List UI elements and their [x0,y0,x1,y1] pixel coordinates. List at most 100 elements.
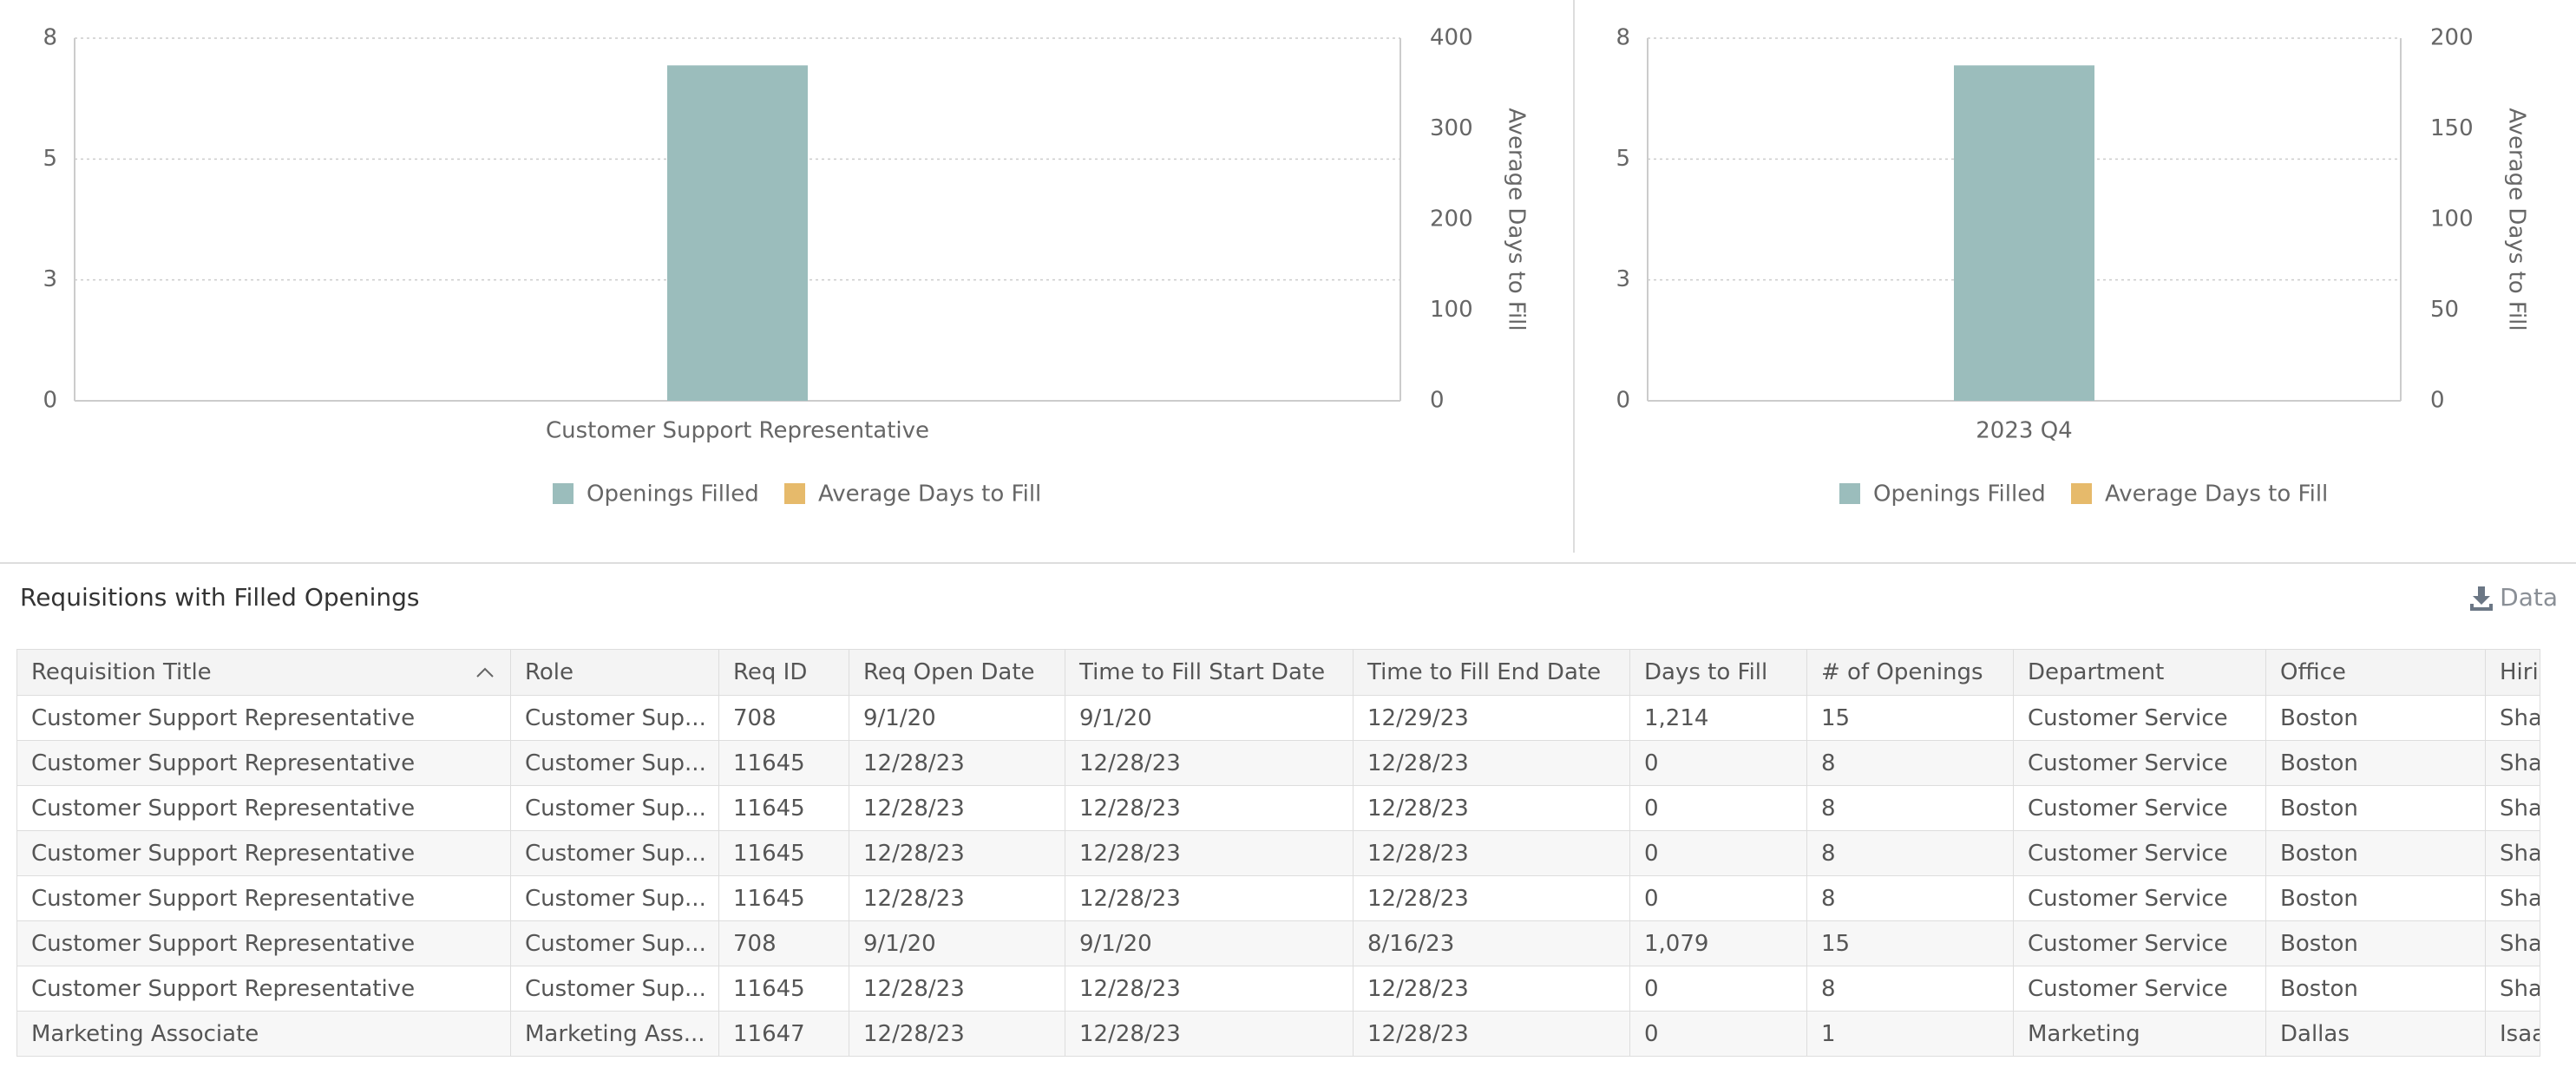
table-cell: 9/1/20 [849,920,1065,966]
table-cell: 8 [1806,740,2014,786]
table-cell: Customer Sup... [510,830,719,876]
y2-tick-label: 0 [2430,388,2445,414]
table-cell: Customer Sup... [510,785,719,831]
table-cell: 0 [1629,1011,1807,1057]
table-cell: 12/28/23 [1353,966,1630,1012]
table-cell: 8 [1806,875,2014,921]
y2-tick-label: 100 [1430,297,1473,323]
table-cell: 12/28/23 [1353,740,1630,786]
legend-label: Openings Filled [587,481,759,508]
table-cell: Marketing Ass... [510,1011,719,1057]
y2-tick-label: 100 [2430,206,2474,232]
y-tick-label: 5 [43,146,57,172]
table-cell: Customer Service [2013,966,2266,1012]
legend-swatch [1839,483,1860,504]
table-cell: 8 [1806,830,2014,876]
column-header[interactable]: Office [2265,649,2486,696]
table-cell: 0 [1629,785,1807,831]
y-tick-label: 3 [43,266,57,292]
column-header[interactable]: Requisition Title [16,649,511,696]
table-cell: 12/28/23 [849,830,1065,876]
column-header[interactable]: Hiri [2485,649,2540,696]
column-header[interactable]: Req Open Date [849,649,1065,696]
column-header[interactable]: Time to Fill Start Date [1065,649,1354,696]
table-cell: 12/28/23 [1065,740,1354,786]
table-cell: 1 [1806,1011,2014,1057]
y2-tick-label: 50 [2430,297,2459,323]
table-cell: Marketing [2013,1011,2266,1057]
table-cell: Customer Support Representative [16,830,511,876]
legend-label: Average Days to Fill [2105,481,2328,508]
table-cell: Marketing Associate [16,1011,511,1057]
table-cell: Boston [2265,875,2486,921]
y-tick-label: 5 [1616,146,1630,172]
y2-tick-label: 0 [1430,388,1445,414]
x-tick-label: 2023 Q4 [1976,418,2072,444]
y2-tick-label: 200 [2430,25,2474,51]
bar [667,65,808,401]
table-cell: 12/28/23 [1065,830,1354,876]
table-cell: 11645 [718,875,849,921]
table-cell: Boston [2265,920,2486,966]
table-cell: Customer Support Representative [16,920,511,966]
table-cell: 12/28/23 [849,785,1065,831]
table-cell: 1,214 [1629,695,1807,741]
table-cell: 11645 [718,830,849,876]
table-cell: 708 [718,695,849,741]
table-cell: 8/16/23 [1353,920,1630,966]
download-button[interactable]: Data [2468,583,2558,612]
y-tick-label: 0 [1616,388,1630,414]
table-cell: 12/28/23 [1065,785,1354,831]
table-cell: Isaa [2485,1011,2540,1057]
table-row: Customer Support Representative Customer … [16,875,2540,921]
table-cell: Customer Service [2013,740,2266,786]
table-cell: 11645 [718,966,849,1012]
y-tick-label: 3 [1616,266,1630,292]
table-cell: 12/28/23 [1065,1011,1354,1057]
bar [1954,65,2094,401]
table-cell: 0 [1629,966,1807,1012]
table-cell: Customer Sup... [510,966,719,1012]
table-row: Marketing Associate Marketing Ass... 11647… [16,1011,2540,1057]
x-tick-label: Customer Support Representative [546,418,929,444]
table-cell: 12/28/23 [1065,875,1354,921]
table-cell: 12/29/23 [1353,695,1630,741]
table-cell: Customer Support Representative [16,740,511,786]
table-row: Customer Support Representative Customer … [16,966,2540,1012]
table-cell: Sha [2485,920,2540,966]
table-cell: 1,079 [1629,920,1807,966]
y-tick-label: 8 [43,25,57,51]
column-header[interactable]: Days to Fill [1629,649,1807,696]
table-cell: 11647 [718,1011,849,1057]
y2-tick-label: 400 [1430,25,1473,51]
legend-swatch [2071,483,2092,504]
y2-axis-title: Average Days to Fill [2504,108,2530,331]
table-cell: 708 [718,920,849,966]
column-header[interactable]: # of Openings [1806,649,2014,696]
column-header[interactable]: Req ID [718,649,849,696]
table-cell: Customer Service [2013,785,2266,831]
table-cell: Customer Support Representative [16,785,511,831]
charts-area: 0 3 5 8 0 100 200 300 400 Average Days to Fill Cus… [0,0,2576,564]
legend-label: Openings Filled [1873,481,2046,508]
table-cell: 11645 [718,740,849,786]
y2-tick-label: 300 [1430,115,1473,141]
column-header[interactable]: Time to Fill End Date [1353,649,1630,696]
table-cell: Boston [2265,830,2486,876]
table-cell: Customer Support Representative [16,875,511,921]
table-cell: 0 [1629,875,1807,921]
table-title: Requisitions with Filled Openings [20,583,420,612]
column-header[interactable]: Role [510,649,719,696]
table-cell: 15 [1806,920,2014,966]
table-cell: Dallas [2265,1011,2486,1057]
table-cell: Sha [2485,785,2540,831]
table-cell: 12/28/23 [1353,830,1630,876]
table-cell: 11645 [718,785,849,831]
column-header[interactable]: Department [2013,649,2266,696]
table-cell: Customer Support Representative [16,695,511,741]
table-cell: Sha [2485,695,2540,741]
table-row: Customer Support Representative Customer … [16,830,2540,876]
download-label: Data [2500,583,2558,612]
y-tick-label: 8 [1616,25,1630,51]
